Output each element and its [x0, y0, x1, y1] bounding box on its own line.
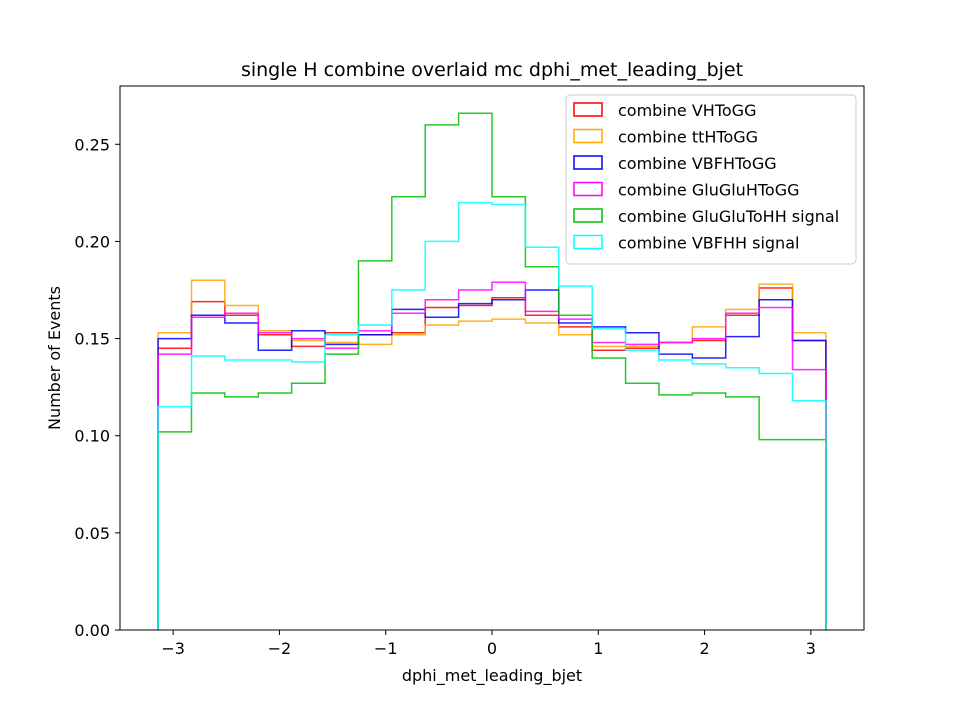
- x-tick-label: 0: [487, 639, 497, 658]
- legend-entry-label: combine GluGluToHH signal: [618, 207, 839, 226]
- legend-swatch: [573, 234, 603, 250]
- axes: −3 −2 −1 0 1 2 3 0.00 0.05 0.10 0.15 0.20 0.25: [74, 85, 865, 658]
- y-tick-label: 0.10: [74, 427, 110, 446]
- legend-swatch: [573, 208, 603, 223]
- legend: combine VHToGG combine ttHToGG combine VBF…: [565, 94, 857, 265]
- chart-title: single H combine overlaid mc dphi_met_le…: [241, 59, 743, 81]
- legend-entry-label: combine GluGluHToGG: [618, 181, 799, 200]
- series-line-5: [157, 201, 827, 630]
- plot-area: [157, 112, 827, 630]
- legend-swatch: [573, 155, 603, 170]
- legend-swatch: [573, 128, 603, 144]
- x-tick-label: 1: [593, 639, 603, 658]
- x-tick-label: −2: [268, 639, 292, 658]
- y-tick-label: 0.20: [74, 232, 110, 251]
- x-tick-label: −3: [161, 639, 185, 658]
- x-axis-label: dphi_met_leading_bjet: [402, 666, 582, 686]
- y-tick-label: 0.00: [74, 621, 110, 640]
- y-tick-label: 0.05: [74, 524, 110, 543]
- y-axis-label: Number of Events: [45, 286, 64, 430]
- legend-entry-label: combine ttHToGG: [618, 128, 758, 147]
- legend-box: [565, 94, 857, 265]
- x-tick-label: 2: [699, 639, 709, 658]
- legend-entry-label: combine VBFHH signal: [618, 234, 799, 253]
- legend-swatch: [573, 181, 603, 197]
- x-tick-label: −1: [374, 639, 398, 658]
- legend-entry-label: combine VBFHToGG: [618, 154, 777, 173]
- x-tick-label: 3: [806, 639, 816, 658]
- y-tick-label: 0.15: [74, 330, 110, 349]
- series-line-4: [157, 112, 827, 630]
- y-tick-label: 0.25: [74, 135, 110, 154]
- legend-entry-label: combine VHToGG: [618, 101, 756, 120]
- series-line-3: [157, 281, 827, 630]
- legend-swatch: [573, 102, 603, 117]
- series-line-2: [157, 289, 827, 630]
